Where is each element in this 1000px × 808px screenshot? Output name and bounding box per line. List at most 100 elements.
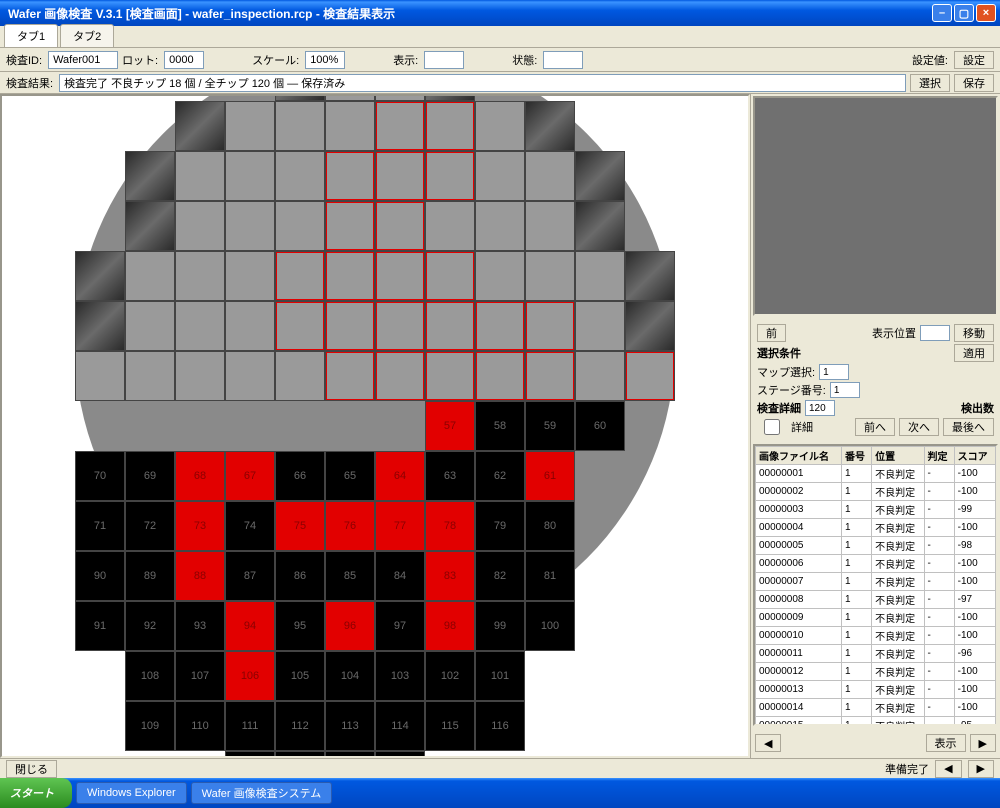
- die-10-9[interactable]: 81: [525, 551, 575, 601]
- die-9-4[interactable]: 75: [275, 501, 325, 551]
- die-13-6[interactable]: 114: [375, 701, 425, 751]
- die-8-0[interactable]: 70: [75, 451, 125, 501]
- die-0-6[interactable]: [375, 94, 425, 101]
- die-10-1[interactable]: 89: [125, 551, 175, 601]
- table-row[interactable]: 000000011不良判定--100: [756, 465, 996, 483]
- die-2-9[interactable]: [525, 151, 575, 201]
- table-row[interactable]: 000000091不良判定--100: [756, 609, 996, 627]
- die-2-5[interactable]: [325, 151, 375, 201]
- die-3-10[interactable]: [575, 201, 625, 251]
- die-10-7[interactable]: 83: [425, 551, 475, 601]
- die-5-5[interactable]: [325, 301, 375, 351]
- start-button[interactable]: スタート: [0, 778, 72, 808]
- die-3-3[interactable]: [225, 201, 275, 251]
- die-5-6[interactable]: [375, 301, 425, 351]
- die-5-10[interactable]: [575, 301, 625, 351]
- die-9-7[interactable]: 78: [425, 501, 475, 551]
- die-9-0[interactable]: 71: [75, 501, 125, 551]
- table-row[interactable]: 000000041不良判定--100: [756, 519, 996, 537]
- die-11-9[interactable]: 100: [525, 601, 575, 651]
- die-6-7[interactable]: [425, 351, 475, 401]
- wafer-canvas[interactable]: 5758596070696867666564636261717273747576…: [0, 94, 750, 758]
- die-1-5[interactable]: [325, 101, 375, 151]
- die-10-3[interactable]: 87: [225, 551, 275, 601]
- col-header[interactable]: 番号: [841, 447, 871, 465]
- die-8-9[interactable]: 61: [525, 451, 575, 501]
- die-2-4[interactable]: [275, 151, 325, 201]
- die-4-3[interactable]: [225, 251, 275, 301]
- row2-input[interactable]: [830, 382, 860, 398]
- die-12-5[interactable]: 104: [325, 651, 375, 701]
- die-10-6[interactable]: 84: [375, 551, 425, 601]
- statusrow-btn2[interactable]: 保存: [954, 74, 994, 92]
- die-13-7[interactable]: 115: [425, 701, 475, 751]
- side-b1[interactable]: 前へ: [855, 418, 895, 436]
- die-12-1[interactable]: 108: [125, 651, 175, 701]
- table-row[interactable]: 000000141不良判定--100: [756, 699, 996, 717]
- die-5-3[interactable]: [225, 301, 275, 351]
- close-button[interactable]: ×: [976, 4, 996, 22]
- table-row[interactable]: 000000111不良判定--96: [756, 645, 996, 663]
- die-7-8[interactable]: 58: [475, 401, 525, 451]
- die-2-10[interactable]: [575, 151, 625, 201]
- die-1-9[interactable]: [525, 101, 575, 151]
- maximize-button[interactable]: ▢: [954, 4, 974, 22]
- die-3-6[interactable]: [375, 201, 425, 251]
- die-3-8[interactable]: [475, 201, 525, 251]
- die-14-4[interactable]: 119: [275, 751, 325, 758]
- die-1-6[interactable]: [375, 101, 425, 151]
- field1-value[interactable]: Wafer001: [48, 51, 118, 69]
- die-7-9[interactable]: 59: [525, 401, 575, 451]
- detail-checkbox[interactable]: [757, 419, 787, 435]
- die-4-0[interactable]: [75, 251, 125, 301]
- die-6-11[interactable]: [625, 351, 675, 401]
- die-1-4[interactable]: [275, 101, 325, 151]
- die-14-5[interactable]: 118: [325, 751, 375, 758]
- taskbar-item-1[interactable]: Windows Explorer: [76, 782, 187, 804]
- die-8-2[interactable]: 68: [175, 451, 225, 501]
- col-header[interactable]: スコア: [954, 447, 995, 465]
- die-9-3[interactable]: 74: [225, 501, 275, 551]
- die-6-3[interactable]: [225, 351, 275, 401]
- bottom-nav2[interactable]: ▶: [968, 760, 994, 778]
- die-1-7[interactable]: [425, 101, 475, 151]
- die-4-8[interactable]: [475, 251, 525, 301]
- die-12-7[interactable]: 102: [425, 651, 475, 701]
- die-12-2[interactable]: 107: [175, 651, 225, 701]
- die-1-8[interactable]: [475, 101, 525, 151]
- die-4-11[interactable]: [625, 251, 675, 301]
- die-3-2[interactable]: [175, 201, 225, 251]
- die-5-8[interactable]: [475, 301, 525, 351]
- die-7-7[interactable]: 57: [425, 401, 475, 451]
- field2-value[interactable]: 0000: [164, 51, 204, 69]
- table-row[interactable]: 000000081不良判定--97: [756, 591, 996, 609]
- row1-input[interactable]: [819, 364, 849, 380]
- side-b2[interactable]: 次へ: [899, 418, 939, 436]
- die-2-2[interactable]: [175, 151, 225, 201]
- die-8-8[interactable]: 62: [475, 451, 525, 501]
- bottom-close-button[interactable]: 閉じる: [6, 760, 57, 778]
- die-6-6[interactable]: [375, 351, 425, 401]
- die-4-10[interactable]: [575, 251, 625, 301]
- die-13-8[interactable]: 116: [475, 701, 525, 751]
- minimize-button[interactable]: –: [932, 4, 952, 22]
- side-b3[interactable]: 最後へ: [943, 418, 994, 436]
- die-13-4[interactable]: 112: [275, 701, 325, 751]
- die-3-4[interactable]: [275, 201, 325, 251]
- die-11-8[interactable]: 99: [475, 601, 525, 651]
- die-7-10[interactable]: 60: [575, 401, 625, 451]
- die-5-1[interactable]: [125, 301, 175, 351]
- die-13-3[interactable]: 111: [225, 701, 275, 751]
- die-6-8[interactable]: [475, 351, 525, 401]
- die-5-9[interactable]: [525, 301, 575, 351]
- nav-pos-input[interactable]: [920, 325, 950, 341]
- die-5-4[interactable]: [275, 301, 325, 351]
- die-6-1[interactable]: [125, 351, 175, 401]
- table-row[interactable]: 000000101不良判定--100: [756, 627, 996, 645]
- die-8-7[interactable]: 63: [425, 451, 475, 501]
- side-bottom-b1[interactable]: ◀: [755, 734, 781, 752]
- die-5-7[interactable]: [425, 301, 475, 351]
- die-12-8[interactable]: 101: [475, 651, 525, 701]
- die-8-4[interactable]: 66: [275, 451, 325, 501]
- die-2-1[interactable]: [125, 151, 175, 201]
